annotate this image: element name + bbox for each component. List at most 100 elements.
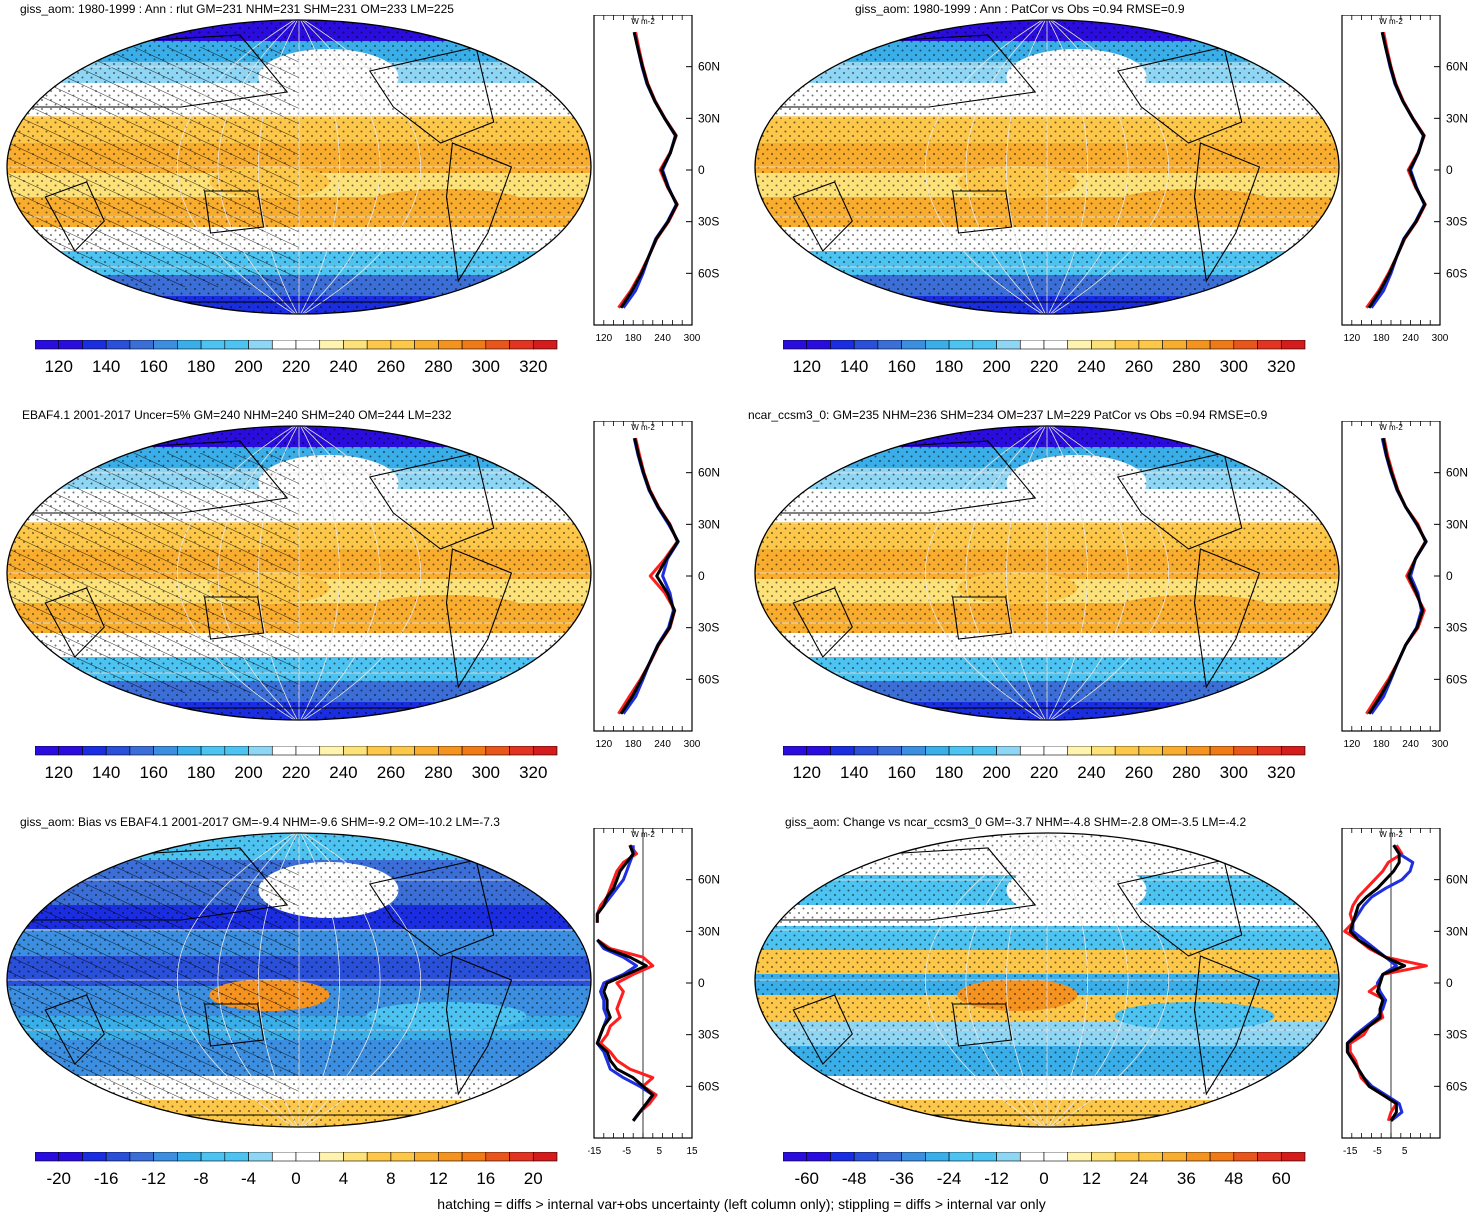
coastline xyxy=(792,181,853,252)
colorbar-box xyxy=(224,1152,249,1162)
colorbar-label: 140 xyxy=(92,357,120,376)
colorbar-box xyxy=(248,746,273,756)
footnote: hatching = diffs > internal var+obs unce… xyxy=(437,1196,1046,1212)
colorbar-label: 140 xyxy=(840,357,868,376)
coastline xyxy=(203,1003,265,1047)
coastline xyxy=(445,142,513,283)
colorbar-label: -36 xyxy=(889,1169,914,1188)
colorbar-box xyxy=(35,746,60,756)
colorbar-label: 320 xyxy=(1267,357,1295,376)
graticule-line xyxy=(298,426,340,720)
colorbar-label: 160 xyxy=(139,357,167,376)
colorbar-box xyxy=(35,340,60,350)
profile-line xyxy=(1343,844,1428,1122)
y-tick-label: 30N xyxy=(698,924,720,938)
coastline xyxy=(44,994,105,1065)
colorbar-box xyxy=(1043,746,1069,756)
x-tick-label: -15 xyxy=(588,1146,602,1157)
graticule-line xyxy=(1006,20,1048,314)
colorbar-box xyxy=(996,746,1021,756)
x-tick-label: 240 xyxy=(654,739,671,750)
colorbar-box xyxy=(1280,746,1306,756)
colorbar-label: 60 xyxy=(1272,1169,1291,1188)
x-tick-label: 15 xyxy=(686,1146,698,1157)
profile-line xyxy=(1365,31,1427,309)
x-tick-label: 300 xyxy=(684,333,701,344)
colorbar-label: 200 xyxy=(982,763,1010,782)
coastline xyxy=(792,994,853,1065)
colorbar-label: 300 xyxy=(472,763,500,782)
x-tick-label: 240 xyxy=(654,333,671,344)
coastline xyxy=(1116,452,1243,550)
coastline xyxy=(203,190,265,234)
colorbar-label: -8 xyxy=(194,1169,209,1188)
colorbar-label: 240 xyxy=(329,357,357,376)
colorbar-box xyxy=(1114,746,1140,756)
colorbar-box xyxy=(485,340,510,350)
colorbar-box xyxy=(485,1152,510,1162)
colorbar-label: 4 xyxy=(339,1169,348,1188)
unit-label: W m-2 xyxy=(631,830,655,839)
colorbar-label: 320 xyxy=(1267,763,1295,782)
y-tick-label: 60S xyxy=(698,672,719,686)
y-tick-label: 30S xyxy=(1446,215,1467,229)
colorbar-label: 8 xyxy=(386,1169,395,1188)
colorbar-box xyxy=(972,340,997,350)
colorbar-box xyxy=(58,1152,83,1162)
x-tick-label: 120 xyxy=(1343,333,1360,344)
colorbar-label: 120 xyxy=(45,763,73,782)
coastline xyxy=(368,452,495,550)
x-tick-label: 180 xyxy=(625,333,642,344)
graticule-line xyxy=(298,426,422,720)
colorbar-box xyxy=(414,340,439,350)
colorbar-label: 12 xyxy=(1082,1169,1101,1188)
colorbar-box xyxy=(82,340,107,350)
colorbar-label: 260 xyxy=(377,763,405,782)
graticule-line xyxy=(965,833,1048,1127)
colorbar-box xyxy=(82,1152,107,1162)
colorbar-box xyxy=(35,1152,60,1162)
colorbar-label: -60 xyxy=(794,1169,819,1188)
graticule-line xyxy=(1046,426,1170,720)
colorbar-box xyxy=(177,746,202,756)
world-map xyxy=(6,19,592,315)
coastline xyxy=(44,587,105,658)
colorbar-box xyxy=(1067,746,1092,756)
colorbar-box xyxy=(105,340,131,350)
colorbar-box xyxy=(1019,746,1045,756)
colorbar-box xyxy=(1233,1152,1258,1162)
profile-line xyxy=(622,31,678,309)
colorbar-box xyxy=(1019,1152,1045,1162)
colorbar-label: 300 xyxy=(1220,763,1248,782)
colorbar-label: 160 xyxy=(887,763,915,782)
graticule-line xyxy=(176,20,300,314)
colorbar-label: -12 xyxy=(141,1169,166,1188)
colorbar-box xyxy=(1114,340,1140,350)
y-tick-label: 0 xyxy=(1446,976,1453,990)
colorbar-box xyxy=(1233,746,1258,756)
graticule-line xyxy=(924,20,1048,314)
profile-line xyxy=(1370,31,1426,309)
unit-label: W m-2 xyxy=(1379,423,1403,432)
y-tick-label: 60S xyxy=(1446,672,1467,686)
colorbar-box xyxy=(1138,1152,1163,1162)
zonal-profile: W m-2 -15 -5 5 60N 30N 0 30S 60S xyxy=(1341,828,1468,1157)
colorbar-box xyxy=(271,746,297,756)
y-tick-label: 30S xyxy=(1446,621,1467,635)
colorbar-box xyxy=(153,746,178,756)
colorbar-label: 180 xyxy=(187,763,215,782)
world-map xyxy=(754,425,1340,721)
colorbar-box xyxy=(1257,1152,1282,1162)
colorbar-label: 140 xyxy=(92,763,120,782)
graticule-line xyxy=(298,426,381,720)
colorbar-box xyxy=(996,340,1021,350)
colorbar-box xyxy=(806,340,831,350)
y-tick-label: 30N xyxy=(1446,924,1468,938)
map-border xyxy=(754,425,1340,721)
colorbar-label: 180 xyxy=(935,763,963,782)
graticule-line xyxy=(1046,833,1088,1127)
x-tick-label: 180 xyxy=(625,739,642,750)
graticule-line xyxy=(1046,20,1129,314)
colorbar-box xyxy=(853,746,879,756)
graticule-line xyxy=(1006,833,1048,1127)
